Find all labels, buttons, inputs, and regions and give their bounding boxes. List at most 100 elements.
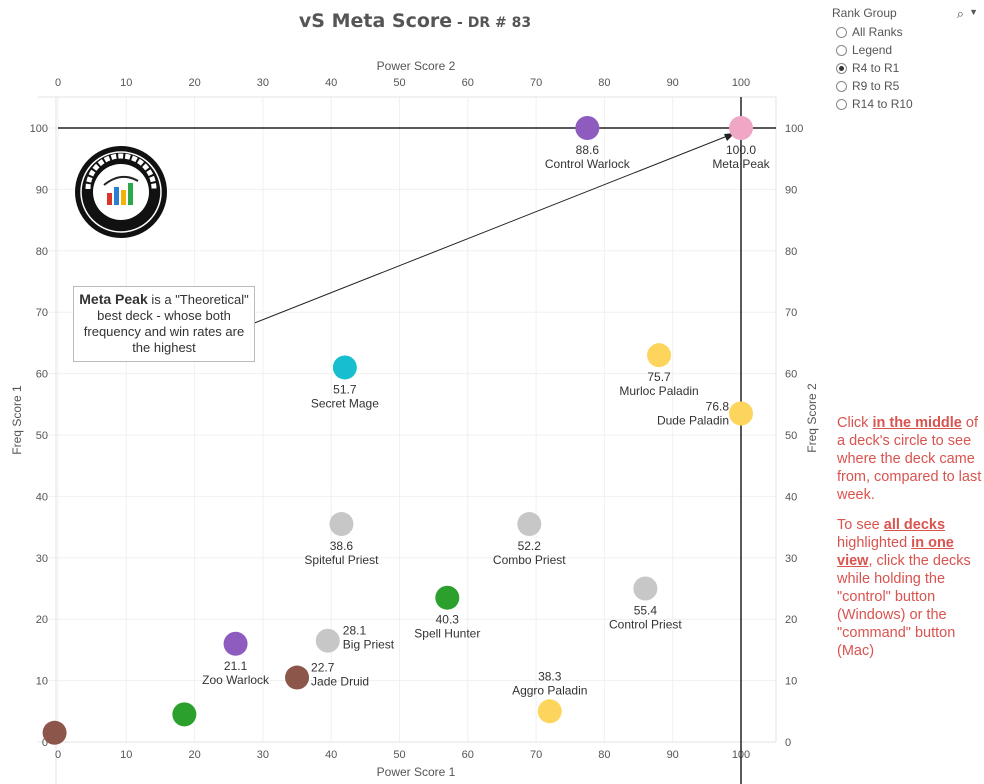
x-tick-bottom: 90 (667, 749, 679, 761)
deck-point[interactable] (537, 699, 562, 724)
search-icon[interactable]: ⌕ (956, 6, 964, 21)
x-tick-top: 70 (530, 77, 542, 89)
y-tick-left: 80 (36, 246, 48, 258)
point-score-label: 21.1 (224, 659, 248, 673)
instruction-para-2: To see all decks highlighted in one view… (837, 517, 971, 659)
rank-option-label: R4 to R1 (852, 61, 900, 75)
dropdown-caret-icon[interactable]: ▼ (969, 7, 978, 17)
rank-group-title: Rank Group (832, 6, 897, 20)
y-tick-left: 90 (36, 184, 48, 196)
point-score-label: 40.3 (436, 613, 460, 627)
rank-option-r9-to-r5[interactable]: R9 to R5 (832, 77, 982, 95)
deck-point[interactable] (729, 401, 753, 426)
annotation-text: is a "Theoretical" best deck - whose bot… (83, 292, 249, 355)
meta-peak-annotation: Meta Peak is a "Theoretical" best deck -… (73, 286, 255, 362)
y-axis-left-label: Freq Score 1 (10, 385, 24, 455)
point-deck-label: Control Warlock (545, 157, 631, 171)
y-tick-right: 20 (785, 614, 797, 626)
rank-option-all-ranks[interactable]: All Ranks (832, 23, 982, 41)
radio-button[interactable] (836, 98, 847, 110)
y-tick-right: 30 (785, 553, 797, 565)
x-tick-bottom: 80 (598, 749, 610, 761)
point-deck-label: Spiteful Priest (304, 553, 379, 567)
x-tick-top: 20 (188, 77, 200, 89)
y-tick-left: 50 (36, 430, 48, 442)
deck-point[interactable] (223, 631, 248, 656)
y-tick-right: 100 (785, 123, 803, 135)
point-deck-label: Dude Paladin (657, 414, 729, 428)
radio-button[interactable] (836, 62, 847, 74)
point-deck-label: Control Priest (609, 618, 682, 632)
y-tick-left: 40 (36, 491, 48, 503)
y-tick-right: 90 (785, 184, 797, 196)
deck-point[interactable] (575, 116, 600, 140)
x-tick-bottom: 40 (325, 749, 337, 761)
deck-point[interactable] (647, 343, 672, 368)
x-tick-top: 10 (120, 77, 132, 89)
deck-point[interactable] (42, 720, 67, 745)
deck-point[interactable] (729, 116, 753, 140)
chart-title: vS Meta Score - DR # 83 (0, 10, 830, 32)
x-tick-bottom: 0 (55, 749, 61, 761)
point-deck-label: Aggro Paladin (512, 683, 587, 697)
x-tick-top: 60 (462, 77, 474, 89)
point-deck-label: Zoo Warlock (202, 673, 270, 687)
x-tick-bottom: 70 (530, 749, 542, 761)
x-tick-bottom: 10 (120, 749, 132, 761)
deck-point[interactable] (329, 512, 354, 537)
y-tick-right: 60 (785, 369, 797, 381)
deck-point[interactable] (172, 702, 197, 727)
point-score-label: 88.6 (576, 143, 600, 157)
x-axis-top-label: Power Score 2 (377, 59, 456, 73)
x-tick-top: 40 (325, 77, 337, 89)
x-tick-top: 90 (667, 77, 679, 89)
point-deck-label: Jade Druid (311, 675, 369, 689)
instruction-note: Click in the middle of a deck's circle t… (837, 414, 982, 672)
point-score-label: 51.7 (333, 382, 357, 396)
x-tick-top: 80 (598, 77, 610, 89)
point-deck-label: Combo Priest (493, 553, 566, 567)
deck-point[interactable] (332, 355, 357, 380)
rank-option-label: Legend (852, 43, 893, 57)
point-score-label: 38.3 (538, 669, 562, 683)
deck-point[interactable] (517, 512, 542, 537)
rank-group-filter: Rank Group ⌕ ▼ All Ranks Legend R4 to R1 R9… (832, 6, 982, 113)
radio-button[interactable] (836, 44, 847, 56)
point-deck-label: Secret Mage (311, 396, 379, 410)
y-tick-left: 30 (36, 553, 48, 565)
point-score-label: 22.7 (311, 661, 335, 675)
x-tick-bottom: 60 (462, 749, 474, 761)
radio-button[interactable] (836, 80, 847, 92)
instruction-para-1: Click in the middle of a deck's circle t… (837, 415, 982, 503)
deck-point[interactable] (435, 585, 460, 610)
rank-option-label: R14 to R10 (852, 97, 913, 111)
point-deck-label: Murloc Paladin (619, 384, 698, 398)
x-tick-top: 50 (393, 77, 405, 89)
y-tick-left: 20 (36, 614, 48, 626)
y-tick-right: 40 (785, 491, 797, 503)
rank-option-legend[interactable]: Legend (832, 41, 982, 59)
y-tick-left: 10 (36, 676, 48, 688)
deck-point[interactable] (633, 576, 658, 601)
point-deck-label: Meta Peak (712, 157, 770, 171)
y-tick-right: 70 (785, 307, 797, 319)
scatter-chart: 00 10 10 20 20 30 30 40 40 50 50 60 60 70 70 80 80 90 90 10… (10, 59, 819, 784)
deck-point[interactable] (285, 665, 310, 690)
point-score-label: 38.6 (330, 539, 354, 553)
y-tick-right: 10 (785, 676, 797, 688)
deck-point[interactable] (315, 628, 340, 653)
point-deck-label: Spell Hunter (414, 627, 480, 641)
point-score-label: 76.8 (706, 400, 730, 414)
chart-title-sub: - DR # 83 (452, 15, 532, 31)
radio-button[interactable] (836, 26, 847, 38)
point-score-label: 100.0 (726, 143, 756, 157)
y-tick-left: 0 (42, 737, 48, 749)
x-tick-top: 30 (257, 77, 269, 89)
data-reaper-report-logo (75, 146, 167, 238)
rank-option-r4-to-r1[interactable]: R4 to R1 (832, 59, 982, 77)
rank-option-r14-to-r10[interactable]: R14 to R10 (832, 95, 982, 113)
x-tick-bottom: 20 (188, 749, 200, 761)
point-score-label: 52.2 (518, 539, 542, 553)
point-score-label: 55.4 (634, 604, 658, 618)
